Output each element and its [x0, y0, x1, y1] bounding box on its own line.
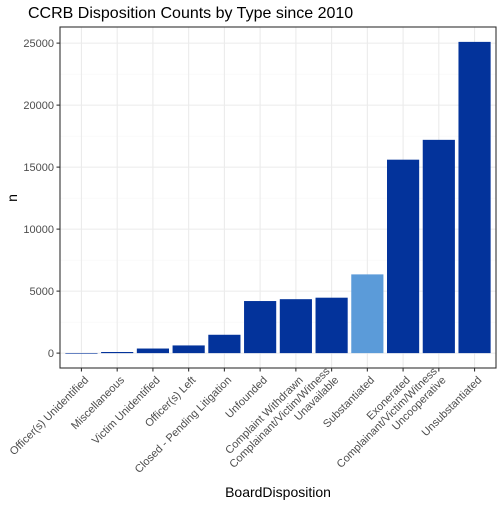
bar-2 — [137, 349, 169, 354]
bar-5 — [244, 301, 276, 353]
y-axis-title: n — [4, 194, 20, 202]
bar-6 — [280, 299, 312, 353]
bar-4 — [208, 335, 240, 353]
bar-7 — [316, 298, 348, 353]
bar-0 — [65, 353, 97, 354]
y-tick-label: 0 — [48, 348, 54, 360]
y-tick-label: 25000 — [23, 38, 54, 50]
bar-1 — [101, 352, 133, 353]
x-axis: Officer(s) UnidentifiedMiscellaneousVict… — [8, 365, 485, 479]
y-tick-label: 5000 — [30, 286, 54, 298]
bar-3 — [173, 345, 205, 353]
y-axis: 0 5000 10000 15000 20000 25000 — [23, 38, 60, 360]
y-tick-label: 10000 — [23, 224, 54, 236]
x-axis-title: BoardDisposition — [225, 484, 331, 500]
x-tick-label: Victim Unidentified — [90, 374, 163, 447]
chart-title: CCRB Disposition Counts by Type since 20… — [28, 5, 353, 22]
bar-8 — [351, 274, 383, 353]
bar-11 — [458, 42, 490, 353]
y-tick-label: 20000 — [23, 100, 54, 112]
y-tick-label: 15000 — [23, 162, 54, 174]
bar-10 — [423, 140, 455, 353]
bar-9 — [387, 160, 419, 353]
